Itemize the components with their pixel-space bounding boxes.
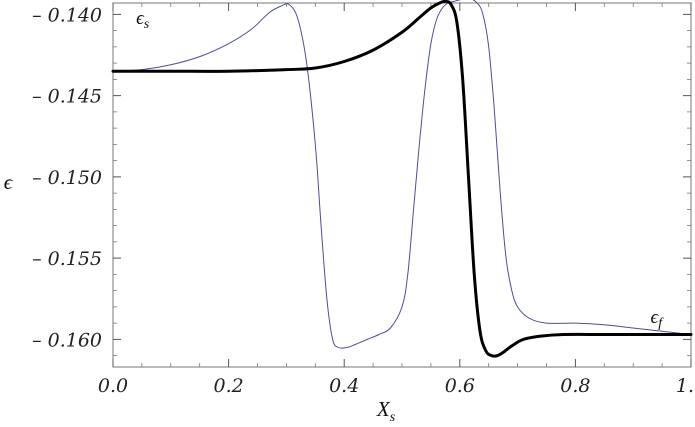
x-tick-label: 0.4 (329, 375, 359, 397)
annotation-sub: s (144, 17, 150, 32)
annotation-base: ϵ (136, 8, 145, 29)
plot-frame (112, 2, 692, 368)
y-axis-label: ϵ (4, 170, 14, 194)
x-tick-label: 0.6 (445, 375, 475, 397)
tick-labels: 0.0 0.2 0.4 0.6 0.8 1.0 – 0.160 – 0.155 – 0.150 –… (32, 4, 695, 397)
y-tick-label: – 0.150 (32, 167, 102, 189)
x-tick-label: 1.0 (676, 375, 695, 397)
y-tick-label: – 0.145 (32, 86, 102, 108)
ticks (112, 3, 692, 367)
x-axis-label-sub: s (390, 410, 396, 425)
annotation-sub: f (658, 316, 664, 331)
annotation-label: ϵf (651, 307, 665, 331)
series-layer (111, 0, 693, 358)
y-tick-label: – 0.160 (32, 329, 102, 351)
x-tick-label: 0.2 (213, 375, 243, 397)
annotation-label: ϵs (136, 8, 150, 32)
series-line-thin (112, 0, 692, 349)
x-axis-label: Xs (376, 397, 396, 425)
series-line-thick (111, 0, 693, 358)
y-tick-label: – 0.140 (32, 4, 102, 26)
annotation-base: ϵ (651, 307, 660, 328)
y-tick-label: – 0.155 (32, 248, 102, 270)
x-axis-label-base: X (376, 397, 391, 421)
x-tick-label: 0.0 (98, 375, 128, 397)
x-tick-label: 0.8 (560, 375, 590, 397)
plot-border (112, 2, 692, 368)
